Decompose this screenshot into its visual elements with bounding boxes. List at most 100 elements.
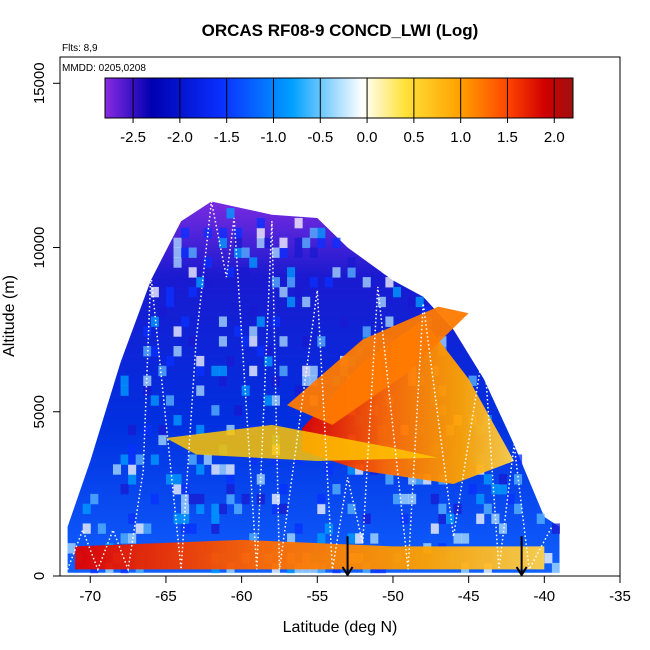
texture-cell: [256, 237, 265, 249]
texture-cell: [143, 326, 152, 337]
texture-cell: [173, 257, 182, 268]
x-tick-label: -50: [382, 588, 404, 605]
texture-cell: [120, 385, 129, 396]
x-tick-label: -35: [609, 588, 631, 605]
texture-cell: [256, 217, 265, 229]
texture-cell: [392, 286, 402, 298]
texture-cell: [90, 493, 99, 505]
texture-cell: [324, 523, 333, 534]
x-tick-label: -60: [231, 588, 253, 605]
texture-cell: [120, 375, 129, 386]
texture-cell: [181, 503, 190, 515]
colorbar-tick-label: 1.0: [450, 129, 471, 146]
texture-cell: [370, 286, 379, 298]
texture-cell: [287, 267, 296, 278]
texture-cell: [135, 523, 144, 534]
texture-cell: [271, 454, 280, 465]
texture-cell: [461, 533, 470, 544]
texture-cell: [165, 286, 175, 298]
x-tick-label: -55: [306, 588, 328, 605]
texture-cell: [234, 267, 243, 278]
texture-cell: [287, 277, 296, 288]
texture-cell: [226, 484, 235, 495]
texture-cell: [400, 513, 409, 524]
texture-cell: [173, 484, 182, 495]
texture-cell: [302, 375, 311, 386]
texture-cell: [181, 227, 190, 239]
texture-cell: [120, 454, 129, 465]
x-axis: -70 -65 -60 -55 -50 -45 -40 -35: [79, 575, 631, 605]
colorbar-tick-label: -2.0: [167, 129, 193, 146]
texture-cell: [264, 395, 273, 406]
colorbar-tick-label: 1.5: [497, 129, 518, 146]
texture-cell: [347, 257, 356, 268]
texture-cell: [211, 464, 220, 475]
texture-cell: [453, 533, 462, 544]
flight-markers: [341, 536, 528, 577]
texture-cell: [128, 474, 137, 485]
texture-cell: [332, 267, 341, 278]
texture-cell: [188, 336, 197, 347]
texture-cell: [491, 484, 500, 495]
texture-cell: [249, 326, 258, 337]
texture-cell: [324, 464, 333, 475]
texture-cell: [514, 454, 523, 465]
texture-cell: [264, 355, 273, 367]
texture-cell: [438, 503, 447, 515]
texture-cell: [143, 385, 152, 396]
texture-cell: [165, 296, 175, 308]
texture-cell: [271, 247, 280, 258]
texture-cell: [302, 296, 311, 308]
texture-cell: [181, 484, 190, 495]
texture-cell: [173, 474, 182, 485]
texture-cell: [294, 523, 303, 534]
y-tick-label: 0: [31, 572, 48, 580]
texture-cell: [188, 267, 197, 278]
texture-cell: [188, 493, 197, 505]
texture-cell: [256, 316, 265, 327]
texture-cell: [302, 336, 311, 347]
texture-cell: [234, 227, 243, 239]
texture-cell: [302, 237, 311, 249]
texture-cell: [120, 533, 129, 544]
texture-cell: [82, 523, 91, 534]
texture-cell: [128, 424, 137, 436]
texture-cell: [317, 227, 326, 239]
texture-cell: [347, 503, 356, 515]
texture-cell: [279, 286, 288, 298]
texture-cell: [211, 365, 220, 377]
texture-cell: [234, 326, 243, 337]
texture-cell: [226, 464, 235, 475]
texture-cell: [181, 513, 190, 524]
texture-cell: [218, 365, 227, 377]
layer-warm-band: [287, 306, 469, 425]
texture-cell: [135, 454, 144, 465]
texture-cell: [196, 493, 205, 505]
texture-cell: [211, 405, 220, 416]
texture-cell: [234, 503, 243, 515]
texture-cell: [188, 286, 197, 298]
texture-cell: [430, 523, 439, 534]
texture-cell: [317, 493, 326, 505]
texture-cell: [302, 365, 311, 377]
y-tick-label: 10000: [31, 227, 48, 269]
texture-cell: [476, 493, 485, 505]
texture-cell: [128, 444, 137, 455]
texture-cell: [332, 484, 341, 495]
colorbar-tick-label: -1.0: [261, 129, 287, 146]
texture-cell: [377, 296, 386, 308]
texture-cell: [279, 336, 288, 347]
texture-cell: [173, 513, 182, 524]
texture-cell: [514, 474, 523, 485]
texture-cell: [256, 346, 265, 357]
texture-cell: [67, 543, 76, 554]
texture-cell: [150, 493, 159, 505]
texture-cell: [158, 365, 167, 377]
texture-cell: [218, 464, 227, 475]
texture-cell: [218, 316, 227, 327]
texture-cell: [287, 533, 296, 544]
marker-arrow-head: [341, 566, 354, 577]
texture-cell: [362, 277, 371, 288]
texture-cell: [173, 247, 182, 258]
texture-cell: [309, 227, 318, 239]
